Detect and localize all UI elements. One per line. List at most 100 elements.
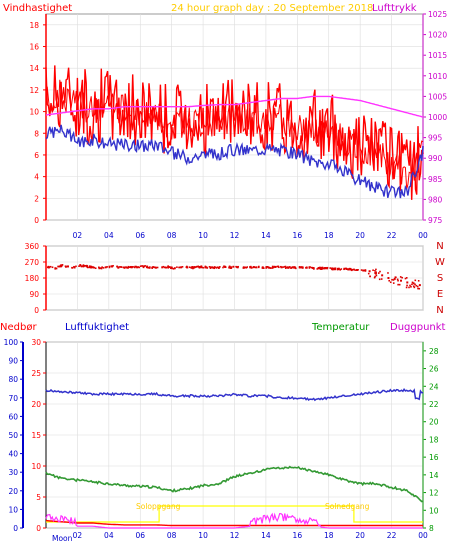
- dewpoint-axis-label: Duggpunkt: [390, 322, 446, 333]
- x-tick-label: 06: [135, 531, 145, 540]
- x-tick-label: 16: [293, 231, 303, 240]
- pressure-y-tick-label: 1020: [428, 31, 447, 40]
- direction-sample: [230, 267, 232, 269]
- direction-sample: [191, 267, 193, 269]
- compass-S: S: [437, 273, 443, 284]
- x-tick-label: 08: [167, 531, 177, 540]
- direction-sample: [401, 276, 403, 279]
- direction-sample: [90, 266, 92, 269]
- direction-sample: [287, 267, 289, 269]
- temperature-y-tick-label: 28: [429, 347, 439, 356]
- direction-sample: [196, 265, 198, 268]
- direction-sample: [73, 265, 75, 268]
- direction-sample: [374, 275, 376, 278]
- rain-y-tick-label: 20: [31, 400, 41, 409]
- direction-sample: [135, 265, 137, 268]
- direction-sample: [282, 266, 285, 268]
- direction-sample: [127, 266, 130, 268]
- direction-sample: [194, 266, 197, 268]
- direction-sample: [317, 267, 320, 270]
- direction-sample: [246, 266, 248, 268]
- direction-sample: [276, 265, 279, 268]
- pressure-y-tick-label: 985: [428, 175, 443, 184]
- direction-sample: [181, 266, 184, 268]
- direction-sample: [411, 281, 414, 284]
- direction-sample: [417, 279, 420, 282]
- x-tick-label: 22: [387, 531, 397, 540]
- series-average-wind: [45, 124, 424, 199]
- direction-sample: [308, 266, 311, 268]
- direction-sample: [58, 265, 61, 268]
- direction-sample: [162, 265, 165, 268]
- direction-sample: [300, 266, 303, 268]
- direction-sample: [331, 268, 333, 271]
- pressure-axis-label: Lufttrykk: [372, 3, 417, 14]
- direction-sample: [266, 266, 269, 268]
- direction-sample: [243, 266, 246, 269]
- humidity-y-tick-label: 30: [8, 468, 18, 477]
- direction-sample: [321, 266, 324, 269]
- direction-sample: [375, 274, 378, 277]
- humidity-y-tick-label: 10: [8, 505, 18, 514]
- direction-sample: [112, 264, 114, 267]
- direction-sample: [278, 266, 280, 269]
- direction-sample: [416, 285, 419, 288]
- direction-sample: [272, 266, 275, 269]
- direction-sample: [219, 266, 221, 268]
- wind-y-tick-label: 2: [34, 194, 39, 203]
- humidity-y-tick-label: 70: [8, 394, 18, 403]
- rain-y-tick-label: 0: [36, 524, 41, 533]
- series-rain: [45, 519, 423, 527]
- pressure-y-tick-label: 1015: [428, 51, 447, 60]
- direction-sample: [126, 266, 128, 269]
- wind-y-tick-label: 0: [34, 216, 39, 225]
- x-tick-label: 04: [104, 231, 114, 240]
- direction-sample: [406, 284, 408, 287]
- series-temperature: [45, 465, 424, 503]
- direction-sample: [353, 268, 355, 271]
- direction-sample: [340, 268, 343, 270]
- direction-sample: [199, 266, 202, 269]
- direction-sample: [163, 266, 166, 269]
- direction-sample: [188, 266, 191, 269]
- temperature-y-tick-label: 16: [429, 453, 439, 462]
- humidity-y-tick-label: 50: [8, 431, 18, 440]
- direction-sample: [377, 272, 380, 274]
- direction-sample: [372, 269, 374, 272]
- direction-sample: [375, 268, 377, 271]
- direction-sample: [320, 266, 322, 269]
- direction-sample: [375, 271, 377, 273]
- direction-point: [368, 270, 371, 273]
- direction-sample: [75, 265, 77, 268]
- direction-sample: [277, 265, 280, 268]
- direction-sample: [322, 267, 325, 270]
- direction-sample: [49, 265, 52, 268]
- direction-sample: [91, 266, 94, 268]
- direction-sample: [237, 265, 239, 268]
- direction-sample: [397, 279, 399, 282]
- direction-sample: [154, 266, 156, 269]
- direction-sample: [321, 267, 324, 270]
- direction-sample: [265, 266, 268, 269]
- direction-sample: [204, 265, 207, 268]
- direction-sample: [198, 266, 201, 269]
- direction-sample: [208, 265, 211, 268]
- humidity-y-tick-label: 40: [8, 450, 18, 459]
- direction-point: [136, 266, 139, 269]
- direction-sample: [164, 266, 167, 269]
- direction-sample: [245, 266, 248, 269]
- direction-sample: [409, 284, 411, 287]
- direction-sample: [324, 267, 326, 270]
- pressure-y-tick-label: 1010: [428, 72, 447, 81]
- direction-point: [418, 284, 421, 287]
- pressure-y-tick-label: 975: [428, 216, 443, 225]
- temperature-y-tick-label: 24: [429, 382, 439, 391]
- rain-y-tick-label: 15: [31, 431, 41, 440]
- temperature-y-tick-label: 22: [429, 400, 439, 409]
- direction-sample: [167, 265, 169, 267]
- direction-sample: [329, 267, 332, 269]
- direction-sample: [204, 266, 206, 269]
- direction-point: [406, 281, 409, 284]
